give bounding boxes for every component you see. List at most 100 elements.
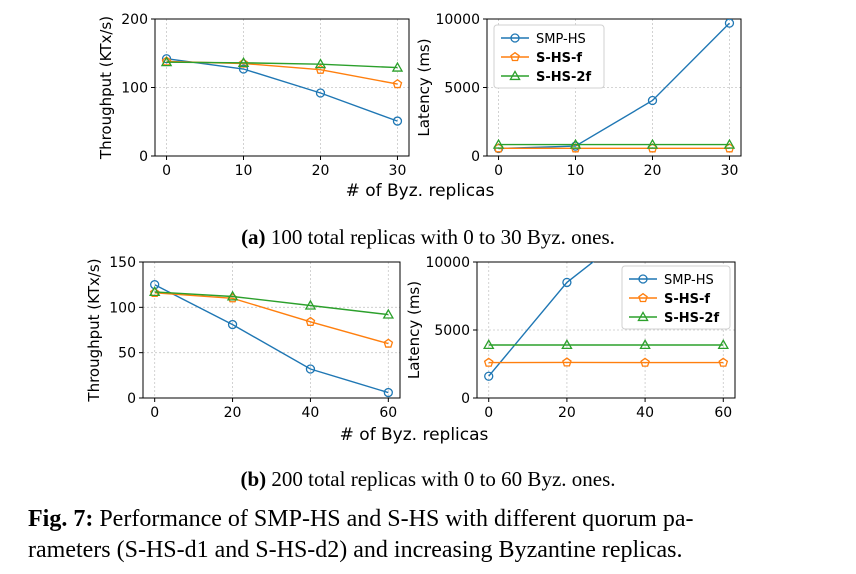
- chart-1: 0 10 20 30 0 100 200 Throughput (KTx/s): [97, 12, 410, 179]
- x-tick-label: 40: [302, 405, 320, 421]
- y-tick-label: 0: [461, 391, 470, 407]
- data-point-s-hs-2f: [639, 339, 651, 350]
- series-line-s-hs-f: [154, 292, 389, 345]
- x-axis-label-b: # of Byz. replicas: [340, 425, 489, 445]
- data-point-s-hs-f: [161, 56, 172, 66]
- data-point-s-hs-2f: [492, 138, 505, 149]
- x-tick-label: 60: [714, 405, 732, 421]
- data-point-smp-hs: [724, 19, 735, 28]
- data-point-s-hs-2f: [148, 286, 161, 297]
- figure-caption: Fig. 7: Performance of SMP-HS and S-HS w…: [28, 504, 828, 566]
- series-line-smp-hs: [498, 22, 730, 150]
- data-point-smp-hs: [647, 95, 658, 106]
- chart-3: 0 20 40 60 0 50 100 150 Throughput (KTx/s): [85, 255, 401, 421]
- data-point-s-hs-f: [305, 316, 316, 326]
- legend-frame: [621, 265, 731, 330]
- x-tick-label: 0: [484, 405, 493, 421]
- legend-marker-smp-hs: [638, 274, 648, 284]
- data-point-s-hs-2f: [646, 138, 659, 149]
- legend-label-s-hs-2f: S-HS-2f: [536, 70, 591, 85]
- data-point-s-hs-2f: [391, 61, 404, 72]
- subcaption-b-tag: (b): [240, 467, 267, 491]
- legend: SMP-HS S-HS-f S-HS-2f: [493, 24, 605, 89]
- data-point-s-hs-2f: [160, 56, 173, 67]
- y-axis-label: Latency (ms): [405, 281, 423, 379]
- data-point-s-hs-f: [392, 78, 403, 89]
- data-point-smp-hs: [562, 277, 572, 288]
- series-group: [492, 19, 736, 154]
- y-tick-label: 5000: [434, 323, 470, 339]
- data-point-s-hs-2f: [382, 308, 395, 319]
- axes-frame: [142, 261, 401, 399]
- x-tick-label: 30: [721, 163, 739, 179]
- y-tick-label: 50: [118, 346, 136, 362]
- series-line-smp-hs: [166, 58, 398, 122]
- x-tick-label: 20: [224, 405, 242, 421]
- subcaption-b: (b) 200 total replicas with 0 to 60 Byz.…: [0, 467, 856, 492]
- y-tick-label: 100: [109, 300, 136, 316]
- x-axis-label-a: # of Byz. replicas: [346, 181, 495, 201]
- data-point-s-hs-2f: [226, 290, 239, 301]
- data-point-s-hs-f: [483, 357, 494, 367]
- data-point-s-hs-f: [238, 58, 249, 68]
- data-point-smp-hs: [315, 88, 326, 98]
- y-tick-label: 5000: [444, 81, 480, 97]
- series-line-s-hs-2f: [166, 61, 398, 69]
- y-tick-label: 10000: [425, 255, 470, 271]
- y-axis-label: Latency (ms): [415, 38, 433, 136]
- x-tick-label: 60: [379, 405, 397, 421]
- data-point-s-hs-f: [718, 357, 729, 367]
- data-point-s-hs-f: [149, 287, 160, 297]
- figure-caption-line-2: rameters (S-HS-d1 and S-HS-d2) and incre…: [28, 537, 683, 563]
- x-tick-label: 20: [644, 163, 662, 179]
- data-point-s-hs-2f: [561, 339, 573, 350]
- x-tick-label: 10: [235, 163, 253, 179]
- series-group: [160, 54, 404, 126]
- legend-label-s-hs-f: S-HS-f: [664, 292, 710, 307]
- legend-label-smp-hs: SMP-HS: [664, 273, 714, 288]
- subcaption-a-tag: (a): [241, 225, 266, 249]
- figure-caption-line-1: Fig. 7: Performance of SMP-HS and S-HS w…: [28, 504, 828, 535]
- data-point-s-hs-2f: [717, 339, 729, 350]
- legend-marker-s-hs-2f: [509, 70, 521, 81]
- y-tick-label: 10000: [435, 12, 480, 28]
- y-tick-label: 100: [121, 81, 148, 97]
- x-tick-label: 0: [494, 163, 503, 179]
- data-point-s-hs-2f: [314, 58, 327, 69]
- y-tick-label: 200: [121, 12, 148, 28]
- axes-frame: [154, 18, 410, 157]
- figure-caption-tag: Fig. 7:: [28, 506, 94, 532]
- subcaption-a-text: 100 total replicas with 0 to 30 Byz. one…: [270, 225, 615, 249]
- series-line-s-hs-2f: [154, 291, 389, 316]
- data-point-smp-hs: [227, 319, 238, 330]
- data-point-smp-hs: [392, 116, 403, 126]
- data-point-smp-hs: [238, 64, 249, 74]
- legend-label-smp-hs: SMP-HS: [536, 32, 586, 47]
- data-point-smp-hs: [305, 364, 316, 374]
- legend-marker-s-hs-2f: [637, 311, 649, 322]
- data-point-s-hs-2f: [483, 339, 495, 350]
- y-tick-label: 0: [139, 149, 148, 165]
- data-point-smp-hs: [484, 371, 494, 381]
- x-tick-label: 0: [162, 163, 171, 179]
- x-tick-label: 20: [312, 163, 330, 179]
- y-tick-label: 0: [471, 149, 480, 165]
- figure-caption-text-1: Performance of SMP-HS and S-HS with diff…: [99, 506, 694, 532]
- y-axis-label: Throughput (KTx/s): [85, 258, 103, 402]
- x-tick-label: 10: [567, 163, 585, 179]
- x-tick-label: 30: [389, 163, 407, 179]
- legend: SMP-HS S-HS-f S-HS-2f: [621, 265, 731, 330]
- data-point-s-hs-2f: [304, 299, 317, 310]
- x-tick-label: 20: [558, 405, 576, 421]
- legend-marker-s-hs-f: [510, 51, 520, 62]
- series-group: [483, 262, 729, 381]
- legend-frame: [493, 24, 605, 89]
- legend-label-s-hs-f: S-HS-f: [536, 51, 582, 66]
- series-group: [148, 280, 395, 398]
- subcaption-b-text: 200 total replicas with 0 to 60 Byz. one…: [271, 467, 616, 491]
- data-point-s-hs-2f: [723, 138, 736, 149]
- y-tick-label: 150: [109, 255, 136, 271]
